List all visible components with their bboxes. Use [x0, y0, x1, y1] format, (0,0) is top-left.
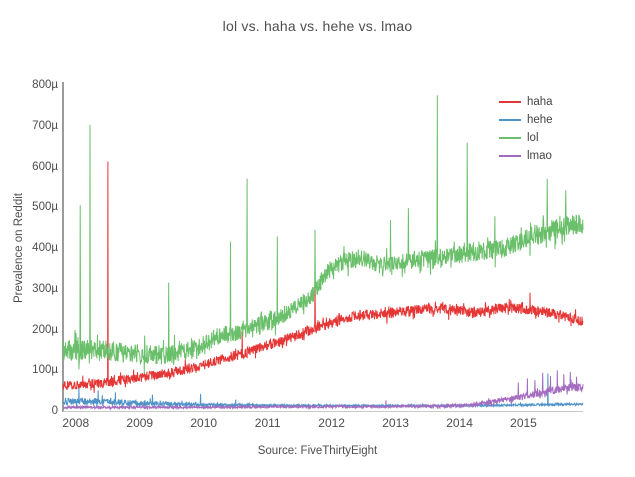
legend-label-hehe: hehe: [527, 114, 553, 126]
x-tick-label: 2014: [446, 416, 473, 430]
legend-item-lol[interactable]: lol: [499, 129, 553, 147]
legend-item-haha[interactable]: haha: [499, 93, 553, 111]
series-line-lmao[interactable]: [62, 370, 584, 411]
y-tick-label: 500µ: [32, 201, 58, 214]
y-tick-label: 800µ: [32, 79, 58, 91]
x-tick-label: 2015: [510, 416, 537, 430]
y-tick-label: 100µ: [32, 364, 58, 377]
chart-title: lol vs. haha vs. hehe vs. lmao: [222, 18, 413, 34]
y-tick-label: 300µ: [32, 282, 58, 295]
y-tick-label: 600µ: [32, 160, 58, 173]
legend-label-lmao: lmao: [527, 150, 552, 162]
series-line-lol[interactable]: [62, 95, 584, 374]
y-tick-label: 400µ: [32, 242, 58, 254]
legend-item-hehe[interactable]: hehe: [499, 111, 553, 129]
legend-swatch-haha: [499, 101, 521, 103]
x-tick-label: 2013: [382, 416, 409, 430]
legend-swatch-lol: [499, 137, 521, 139]
legend: haha hehe lol lmao: [497, 92, 555, 166]
x-tick-label: 2009: [126, 416, 154, 430]
x-tick-label: 2010: [190, 416, 218, 430]
y-tick-label: 200µ: [32, 323, 58, 336]
y-tick-label: 0: [51, 405, 58, 417]
x-tick-label: 2008: [62, 416, 90, 430]
source-caption: Source: FiveThirtyEight: [257, 445, 378, 457]
legend-label-lol: lol: [527, 132, 539, 144]
legend-item-lmao[interactable]: lmao: [499, 147, 553, 165]
series-line-haha[interactable]: [62, 161, 584, 393]
legend-label-haha: haha: [527, 96, 553, 108]
x-tick-label: 2011: [254, 416, 281, 430]
y-tick-label: 700µ: [32, 119, 58, 132]
x-tick-label: 2012: [318, 416, 345, 430]
legend-swatch-hehe: [499, 119, 521, 121]
legend-swatch-lmao: [499, 155, 521, 157]
